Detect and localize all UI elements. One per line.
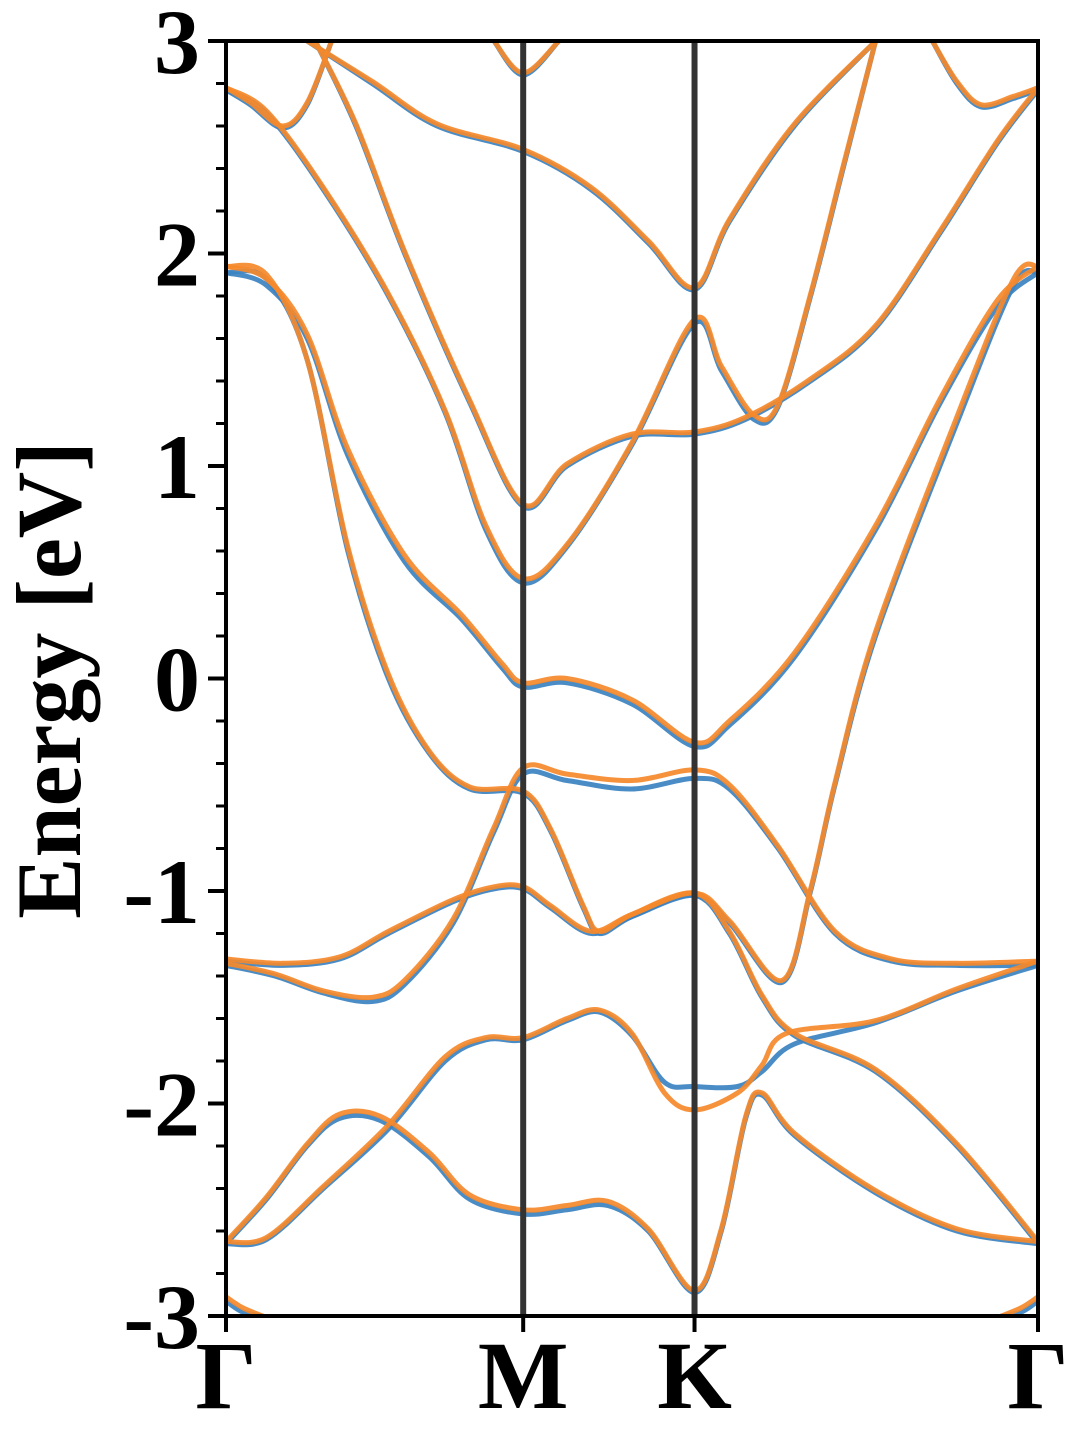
series-2-band-5 (226, 262, 1038, 1245)
series-1-band-5 (226, 268, 1038, 1247)
x-tick-label: K (657, 1322, 732, 1429)
series-1-band-12 (929, 41, 1038, 110)
series-2-band-12 (929, 41, 1038, 108)
y-tick-label: 0 (154, 629, 200, 731)
y-tick-label: -1 (123, 841, 200, 943)
series-2-band-3 (226, 762, 1038, 1001)
series-1-band-10 (304, 41, 879, 293)
x-tick-label: Γ (195, 1322, 256, 1429)
series-1 (226, 41, 1038, 1316)
x-tick-label: Γ (1007, 1322, 1068, 1429)
high-symmetry-lines (520, 41, 698, 1316)
series-2-band-10 (304, 41, 879, 291)
series-2-band-2 (226, 1089, 1038, 1293)
y-tick-label: -2 (123, 1054, 200, 1156)
series-1-band-7 (226, 41, 879, 586)
series-2-band-1 (226, 958, 1038, 1246)
series-2-band-11 (491, 41, 562, 76)
series-2-band-6 (226, 263, 1038, 746)
series-1-band-6 (226, 270, 1038, 750)
series-1-band-3 (226, 768, 1038, 1005)
series-1-band-2 (226, 1091, 1038, 1296)
plot-frame (224, 39, 1040, 1318)
series-2-band-9 (312, 41, 1038, 509)
y-axis-ticks: -3 -2 -1 0 1 2 3 (123, 0, 226, 1368)
bands-layer (226, 41, 1038, 1316)
y-tick-label: -3 (123, 1266, 200, 1368)
series-1-band-4 (226, 267, 1038, 985)
series-2-band-7 (226, 41, 879, 582)
series-2-band-8 (226, 41, 335, 129)
series-2-band-4 (226, 261, 1038, 983)
y-axis-label: Energy [eV] (0, 441, 100, 919)
series-2 (226, 41, 1038, 1316)
y-tick-label: 2 (154, 204, 200, 306)
y-tick-label: 1 (154, 416, 200, 518)
x-tick-label: M (478, 1322, 569, 1429)
y-tick-label: 3 (154, 0, 200, 93)
